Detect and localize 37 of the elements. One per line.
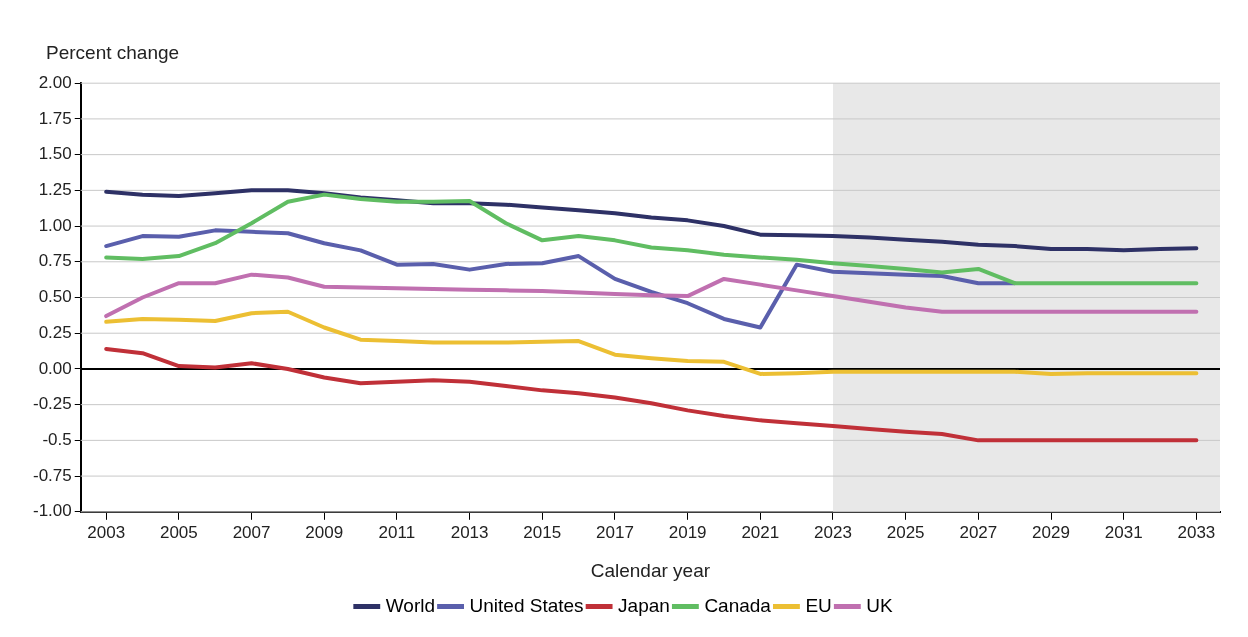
- y-tick-label: 1.75: [38, 108, 72, 128]
- legend-label: EU: [805, 594, 832, 616]
- x-tick-label: 2011: [378, 522, 416, 542]
- x-tick-label: 2007: [232, 522, 271, 542]
- legend-label: UK: [866, 594, 894, 616]
- y-tick-label: -0.75: [33, 465, 72, 485]
- legend-label: World: [385, 594, 436, 616]
- y-tick-label: 1.00: [38, 215, 72, 235]
- y-tick-label: 0.25: [38, 322, 72, 342]
- legend-label: Canada: [704, 594, 772, 616]
- y-tick-label: -0.5: [42, 430, 72, 450]
- x-tick-label: 2031: [1104, 522, 1143, 542]
- x-tick-label: 2015: [523, 522, 562, 542]
- y-tick-label: 0.00: [38, 358, 72, 378]
- legend-label: United States: [469, 594, 584, 616]
- x-axis-title: Calendar year: [590, 559, 711, 581]
- y-axis-title: Percent change: [46, 42, 180, 64]
- y-tick-label: 1.50: [38, 144, 72, 164]
- x-tick-label: 2029: [1032, 522, 1070, 542]
- y-tick-label: 0.50: [38, 287, 72, 307]
- y-tick-label: 2.00: [38, 72, 72, 92]
- y-tick-label: -0.25: [33, 394, 72, 414]
- legend-label: Japan: [618, 594, 670, 616]
- x-tick-label: 2025: [886, 522, 925, 542]
- x-tick-label: 2023: [814, 522, 852, 542]
- x-tick-label: 2003: [87, 522, 126, 542]
- x-tick-label: 2033: [1177, 522, 1216, 542]
- y-tick-label: 1.25: [38, 180, 72, 200]
- x-tick-label: 2019: [668, 522, 707, 542]
- x-tick-label: 2017: [596, 522, 634, 542]
- x-tick-label: 2021: [741, 522, 780, 542]
- x-tick-label: 2005: [159, 522, 198, 542]
- y-tick-label: -1.00: [33, 501, 72, 521]
- y-tick-label: 0.75: [38, 251, 72, 271]
- x-tick-label: 2027: [959, 522, 998, 542]
- x-tick-label: 2013: [450, 522, 489, 542]
- x-tick-label: 2009: [305, 522, 344, 542]
